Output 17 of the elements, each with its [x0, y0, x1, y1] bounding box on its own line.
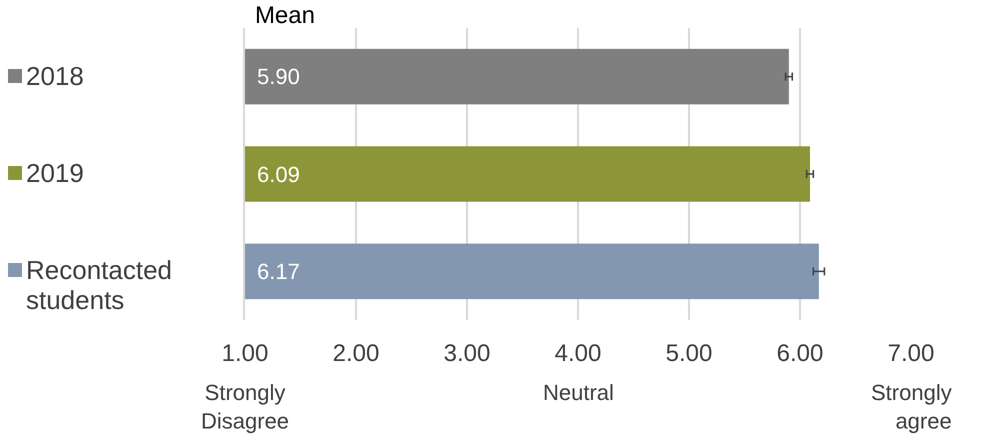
x-tick-label: 1.00: [222, 340, 268, 367]
x-tick-label: 6.00: [776, 340, 824, 367]
chart-title: Mean: [254, 2, 315, 29]
x-tick-label: 7.00: [888, 340, 934, 367]
text: Neutral: [543, 380, 614, 405]
x-tick-label: 2.00: [332, 340, 380, 367]
legend-label: 2018: [26, 60, 84, 91]
legend-label: Recontacted students: [26, 255, 173, 316]
legend-label: 2019: [26, 158, 84, 188]
data-label: 6.09: [257, 162, 300, 187]
x-tick-label: 3.00: [444, 340, 490, 367]
x-tick-label: 4.00: [554, 340, 602, 367]
data-label: 5.90: [257, 64, 300, 89]
x-tick-label: 5.00: [666, 340, 712, 367]
text: Strongly agree: [871, 380, 952, 434]
text: Strongly Disagree: [201, 380, 290, 434]
data-label: 6.17: [257, 259, 300, 284]
